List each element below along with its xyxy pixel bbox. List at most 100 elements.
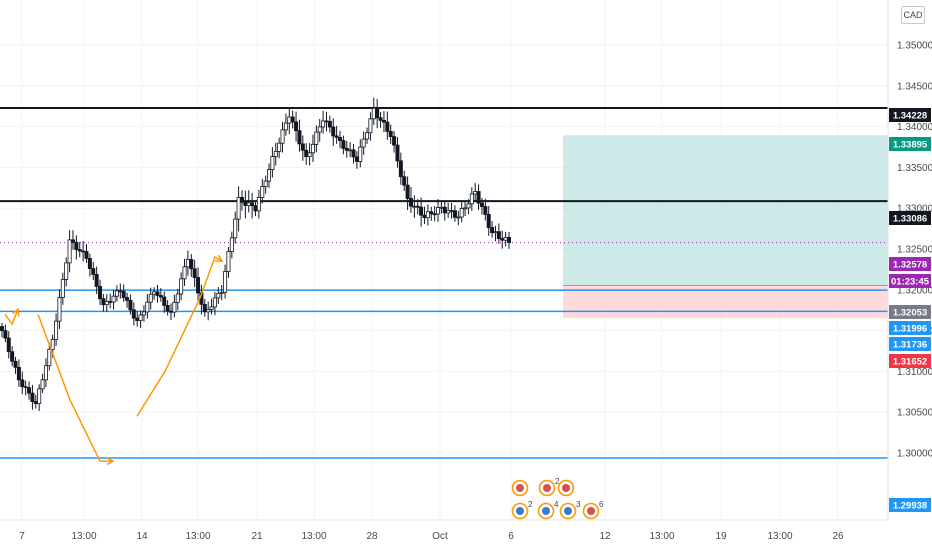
candle-body xyxy=(81,250,86,253)
event-flag-icon xyxy=(516,507,524,515)
price-tick-label: 1.34000 xyxy=(897,122,932,133)
price-tag xyxy=(889,354,931,368)
currency-badge[interactable]: CAD xyxy=(901,6,925,24)
time-tick-label: 6 xyxy=(508,531,514,542)
candles xyxy=(0,97,511,411)
candle-body xyxy=(260,186,265,198)
candle-body xyxy=(412,205,417,208)
candle-body xyxy=(189,259,194,270)
event-flag-icon xyxy=(516,484,524,492)
economic-events[interactable]: 2 2 4 3 6 xyxy=(511,477,605,520)
price-tag-label: 1.32578 xyxy=(893,260,927,271)
candle-body xyxy=(392,136,397,146)
candle-body xyxy=(179,278,184,295)
candle-body xyxy=(43,365,48,381)
event-count: 2 xyxy=(555,477,560,486)
candle-body xyxy=(219,291,224,294)
time-tick-label: 12 xyxy=(599,531,611,542)
time-tick-label: 13:00 xyxy=(71,531,96,542)
candle-body xyxy=(135,317,140,321)
candle-body xyxy=(402,176,407,186)
candle-body xyxy=(246,202,251,206)
time-tick-label: 13:00 xyxy=(767,531,792,542)
event-count: 4 xyxy=(554,500,559,509)
candle-body xyxy=(321,120,326,128)
candle-body xyxy=(67,239,72,264)
price-tick-label: 1.34500 xyxy=(897,81,932,92)
candle-body xyxy=(84,251,89,259)
time-tick-label: 28 xyxy=(366,531,378,542)
time-tick-label: 13:00 xyxy=(185,531,210,542)
candle-body xyxy=(439,206,444,209)
price-tick-label: 1.32500 xyxy=(897,245,932,256)
arrow-head xyxy=(214,254,224,263)
candle-body xyxy=(351,149,356,158)
horizontal-lines[interactable] xyxy=(0,106,888,459)
candle-body xyxy=(125,297,130,301)
candle-body xyxy=(317,126,322,133)
time-tick-label: 7 xyxy=(19,531,25,542)
drawn-arrows[interactable] xyxy=(4,254,224,466)
price-tag-label: 1.31996 xyxy=(893,324,927,335)
candle-body xyxy=(432,213,437,216)
candle-body xyxy=(290,116,295,123)
candle-body xyxy=(111,295,116,303)
candle-body xyxy=(365,132,370,140)
position-zones[interactable] xyxy=(563,135,888,319)
candle-body xyxy=(486,214,491,228)
price-tag xyxy=(889,257,931,271)
event-flag-icon xyxy=(542,507,550,515)
price-tag-label: 1.33895 xyxy=(893,140,928,151)
price-axis[interactable]: 1.35000 1.34500 1.34000 1.33500 1.33000 1.325… xyxy=(897,41,932,460)
event-count: 2 xyxy=(528,500,533,509)
arrow-path[interactable] xyxy=(4,309,19,326)
candle-body xyxy=(158,295,163,298)
candle-body xyxy=(118,290,123,293)
candle-body xyxy=(152,291,157,295)
time-tick-label: Oct xyxy=(432,531,448,542)
candle-body xyxy=(358,146,363,162)
arrow-head xyxy=(106,457,115,466)
candle-body xyxy=(138,314,143,321)
price-tag xyxy=(889,305,931,319)
candle-body xyxy=(13,360,18,368)
candle-body xyxy=(446,210,451,214)
candle-body xyxy=(307,152,312,158)
candle-body xyxy=(300,143,305,151)
candle-body xyxy=(165,305,170,312)
price-tags: 1.342281.338951.330861.3257801:23:451.32… xyxy=(889,108,931,512)
candle-body xyxy=(206,309,211,313)
candle-body xyxy=(131,309,136,319)
candle-body xyxy=(236,197,241,220)
candle-body xyxy=(463,207,468,210)
candle-body xyxy=(341,140,346,149)
candle-body xyxy=(459,208,464,218)
candle-body xyxy=(381,120,386,123)
candle-body xyxy=(415,205,420,208)
candle-body xyxy=(101,298,106,306)
arrow-path[interactable] xyxy=(37,314,113,462)
candle-body xyxy=(267,169,272,182)
candle-body xyxy=(33,401,38,404)
price-tag-label: 1.29938 xyxy=(893,501,927,512)
candle-body xyxy=(77,249,82,252)
arrow-path[interactable] xyxy=(136,256,223,417)
candle-body xyxy=(449,210,454,212)
candle-body xyxy=(277,142,282,152)
candle-body xyxy=(294,121,299,132)
candle-body xyxy=(452,210,457,218)
candle-body xyxy=(145,301,150,313)
profit-zone[interactable] xyxy=(563,135,888,286)
candle-body xyxy=(40,379,45,390)
candle-body xyxy=(141,311,146,316)
candle-body xyxy=(466,203,471,209)
time-axis[interactable]: 7 13:00 14 13:00 21 13:00 28 Oct 6 12 13:00 19 13:00… xyxy=(19,531,844,542)
candle-body xyxy=(74,241,79,250)
candle-body xyxy=(10,351,15,362)
candle-body xyxy=(334,135,339,138)
price-tag-label: 1.33086 xyxy=(893,214,927,225)
arrow-head xyxy=(12,307,20,317)
candle-body xyxy=(0,326,4,331)
loss-zone[interactable] xyxy=(563,285,888,319)
